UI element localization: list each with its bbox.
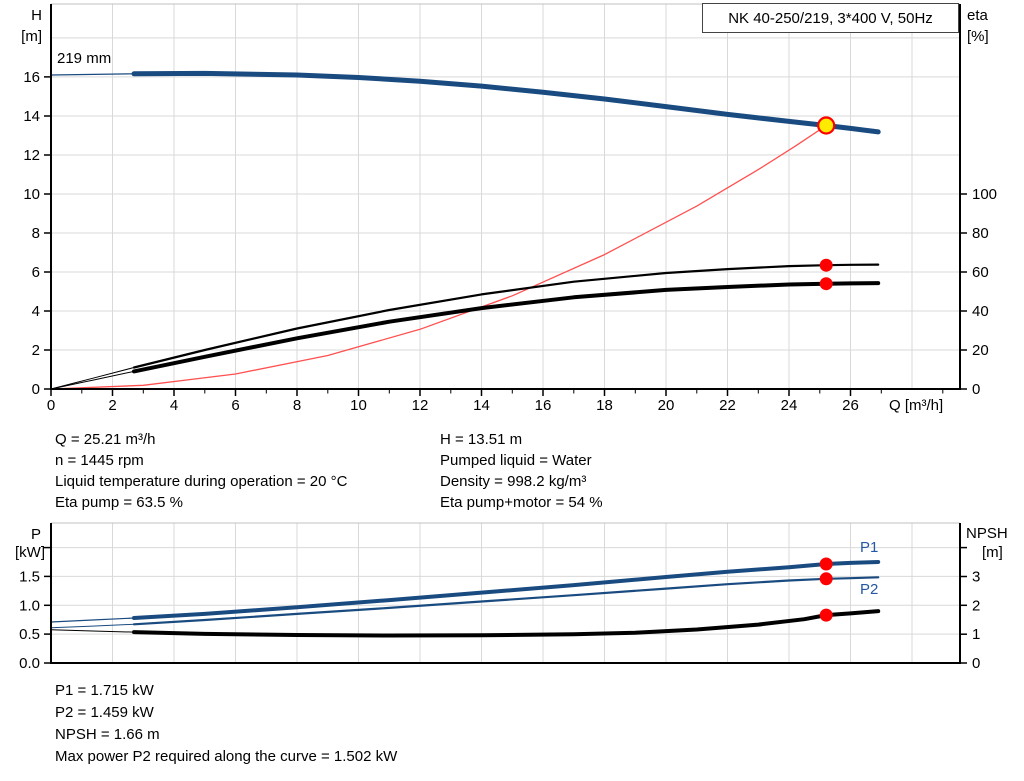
y-tick-left-label: 2 (32, 342, 40, 359)
power-axis-title-line1: P (30, 526, 41, 543)
y-tick-left-label: 1.0 (19, 597, 40, 614)
y-tick-right-label: 1 (972, 626, 980, 643)
info-head: H = 13.51 m (440, 431, 523, 448)
p2-curve-label: P2 (860, 581, 879, 598)
pump-title-box: NK 40-250/219, 3*400 V, 50Hz (702, 3, 959, 33)
x-tick-label: 26 (842, 397, 859, 414)
p1-curve (132, 560, 881, 620)
eta-pump-curve-thin (50, 367, 135, 390)
p1-curve-label: P1 (860, 539, 879, 556)
eta-pump-motor-curve (132, 281, 881, 374)
system-curve (50, 124, 827, 390)
y-tick-right-label: 0 (972, 655, 980, 672)
eta-pump-point (819, 258, 833, 272)
x-tick-label: 14 (473, 397, 490, 414)
head-axis-title-line1: H (31, 7, 42, 24)
info-eta-pump-motor: Eta pump+motor = 54 % (440, 494, 603, 511)
y-tick-right-label: 2 (972, 597, 980, 614)
x-tick-label: 2 (108, 397, 116, 414)
info-pumped-liquid: Pumped liquid = Water (440, 452, 592, 469)
y-tick-left-label: 0 (32, 381, 40, 398)
npsh-point (819, 608, 833, 622)
eta-axis-title: eta [%] (967, 5, 989, 47)
eta-pump-motor-curve-thin (50, 370, 135, 390)
y-tick-left-label: 14 (23, 108, 40, 125)
y-tick-right-label: 20 (972, 342, 989, 359)
npsh-axis-title-line1: NPSH (966, 525, 1008, 542)
y-tick-right-label: 0 (972, 381, 980, 398)
footer-p2: P2 = 1.459 kW (55, 704, 154, 721)
npsh-axis-title-line2: [m] (982, 544, 1003, 561)
y-tick-left-label: 8 (32, 225, 40, 242)
y-tick-left-label: 4 (32, 303, 40, 320)
x-tick-label: 8 (293, 397, 301, 414)
p1-point (819, 557, 833, 571)
info-eta-pump: Eta pump = 63.5 % (55, 494, 183, 511)
footer-p1: P1 = 1.715 kW (55, 682, 154, 699)
power-axis-title-line2: [kW] (15, 544, 45, 561)
y-tick-left-label: 6 (32, 264, 40, 281)
y-tick-right-label: 100 (972, 186, 997, 203)
x-tick-label: 12 (412, 397, 429, 414)
x-tick-label: 4 (170, 397, 178, 414)
x-tick-label: 6 (231, 397, 239, 414)
npsh-curve-thin (50, 629, 135, 633)
info-speed: n = 1445 rpm (55, 452, 144, 469)
impeller-diameter-label: 219 mm (57, 50, 112, 67)
footer-max-power: Max power P2 required along the curve = … (55, 748, 398, 765)
y-tick-left-label: 0.5 (19, 626, 40, 643)
x-tick-label: 20 (658, 397, 675, 414)
head-curve-219mm-thin (50, 73, 135, 76)
y-tick-left-label: 16 (23, 69, 40, 86)
eta-pump-motor-point (819, 277, 833, 291)
x-tick-label: 24 (781, 397, 798, 414)
p2-point (819, 572, 833, 586)
pump-title-text: NK 40-250/219, 3*400 V, 50Hz (728, 9, 933, 27)
head-axis-title-line2: [m] (21, 28, 42, 45)
y-tick-right-label: 80 (972, 225, 989, 242)
info-liquid-temperature: Liquid temperature during operation = 20… (55, 473, 348, 490)
eta-axis-title-line1: eta (967, 7, 988, 24)
result-footer: P1 = 1.715 kW P2 = 1.459 kW NPSH = 1.66 … (55, 680, 397, 768)
y-tick-right-label: 60 (972, 264, 989, 281)
x-axis-title: Q [m³/h] (889, 397, 943, 414)
duty-info-left: Q = 25.21 m³/h n = 1445 rpm Liquid tempe… (55, 429, 347, 513)
y-tick-left-label: 10 (23, 186, 40, 203)
p1-curve-thin (50, 617, 135, 623)
x-tick-label: 22 (719, 397, 736, 414)
duty-info-right: H = 13.51 m Pumped liquid = Water Densit… (440, 429, 603, 513)
x-tick-label: 16 (535, 397, 552, 414)
y-tick-left-label: 12 (23, 147, 40, 164)
y-tick-right-label: 40 (972, 303, 989, 320)
head-axis-title: H [m] (0, 5, 42, 47)
p2-curve (132, 576, 880, 626)
info-flow: Q = 25.21 m³/h (55, 431, 156, 448)
head-curve-219mm (131, 70, 881, 135)
x-tick-label: 0 (47, 397, 55, 414)
y-tick-right-label: 3 (972, 569, 980, 586)
y-tick-left-label: 1.5 (19, 568, 40, 585)
footer-npsh: NPSH = 1.66 m (55, 726, 160, 743)
y-tick-left-label: 0.0 (19, 655, 40, 672)
npsh-curve (132, 609, 881, 638)
eta-pump-curve (132, 263, 880, 369)
duty-point (817, 116, 836, 135)
x-tick-label: 18 (596, 397, 613, 414)
info-density: Density = 998.2 kg/m³ (440, 473, 587, 490)
eta-axis-title-line2: [%] (967, 28, 989, 45)
p2-curve-thin (50, 623, 135, 629)
x-tick-label: 10 (350, 397, 367, 414)
